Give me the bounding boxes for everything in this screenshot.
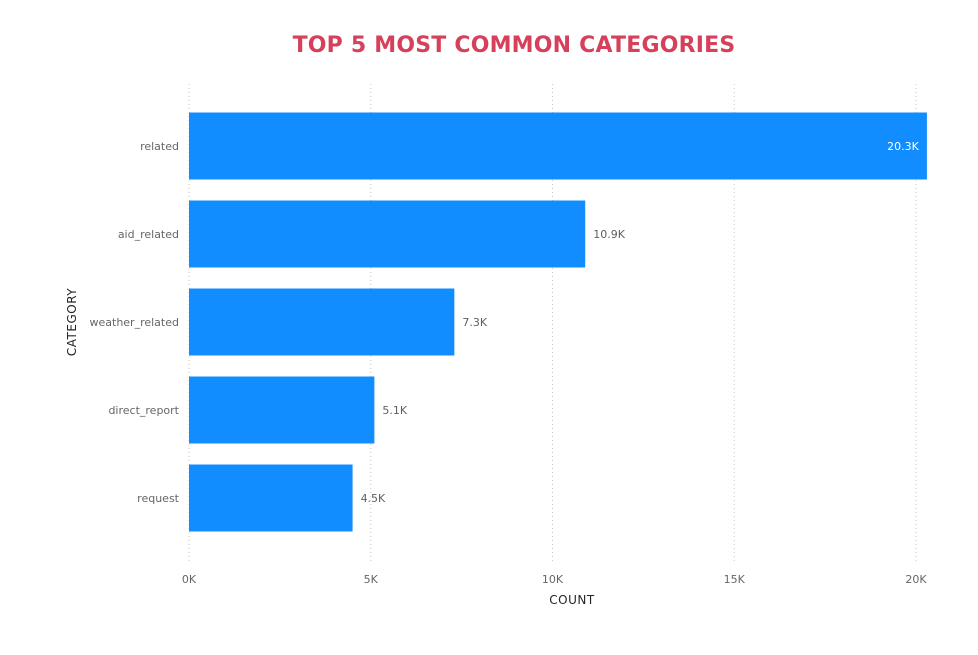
y-category-label: direct_report xyxy=(108,404,179,417)
x-tick-label: 20K xyxy=(905,573,927,586)
data-label: 5.1K xyxy=(382,404,407,417)
y-axis-categories: related aid_related weather_related direct_… xyxy=(90,140,180,505)
data-label: 4.5K xyxy=(361,492,386,505)
bar[interactable] xyxy=(189,376,375,444)
x-axis-title: COUNT xyxy=(549,593,595,607)
y-category-label: related xyxy=(140,140,179,153)
bar[interactable] xyxy=(189,112,927,180)
chart-title: TOP 5 MOST COMMON CATEGORIES xyxy=(292,33,736,58)
y-category-label: aid_related xyxy=(118,228,179,241)
bar[interactable] xyxy=(189,200,586,268)
x-tick-label: 0K xyxy=(182,573,197,586)
data-label: 10.9K xyxy=(593,228,625,241)
bar[interactable] xyxy=(189,464,353,532)
x-axis-ticks: 0K 5K 10K 15K 20K xyxy=(182,573,927,586)
x-tick-label: 10K xyxy=(542,573,564,586)
data-label: 7.3K xyxy=(462,316,487,329)
y-category-label: request xyxy=(137,492,180,505)
y-axis-title: CATEGORY xyxy=(65,288,79,356)
y-category-label: weather_related xyxy=(90,316,180,329)
x-tick-label: 15K xyxy=(724,573,746,586)
bar[interactable] xyxy=(189,288,455,356)
bars xyxy=(189,112,927,532)
x-tick-label: 5K xyxy=(364,573,379,586)
data-labels: 20.3K 10.9K 7.3K 5.1K 4.5K xyxy=(361,140,920,505)
data-label: 20.3K xyxy=(887,140,919,153)
